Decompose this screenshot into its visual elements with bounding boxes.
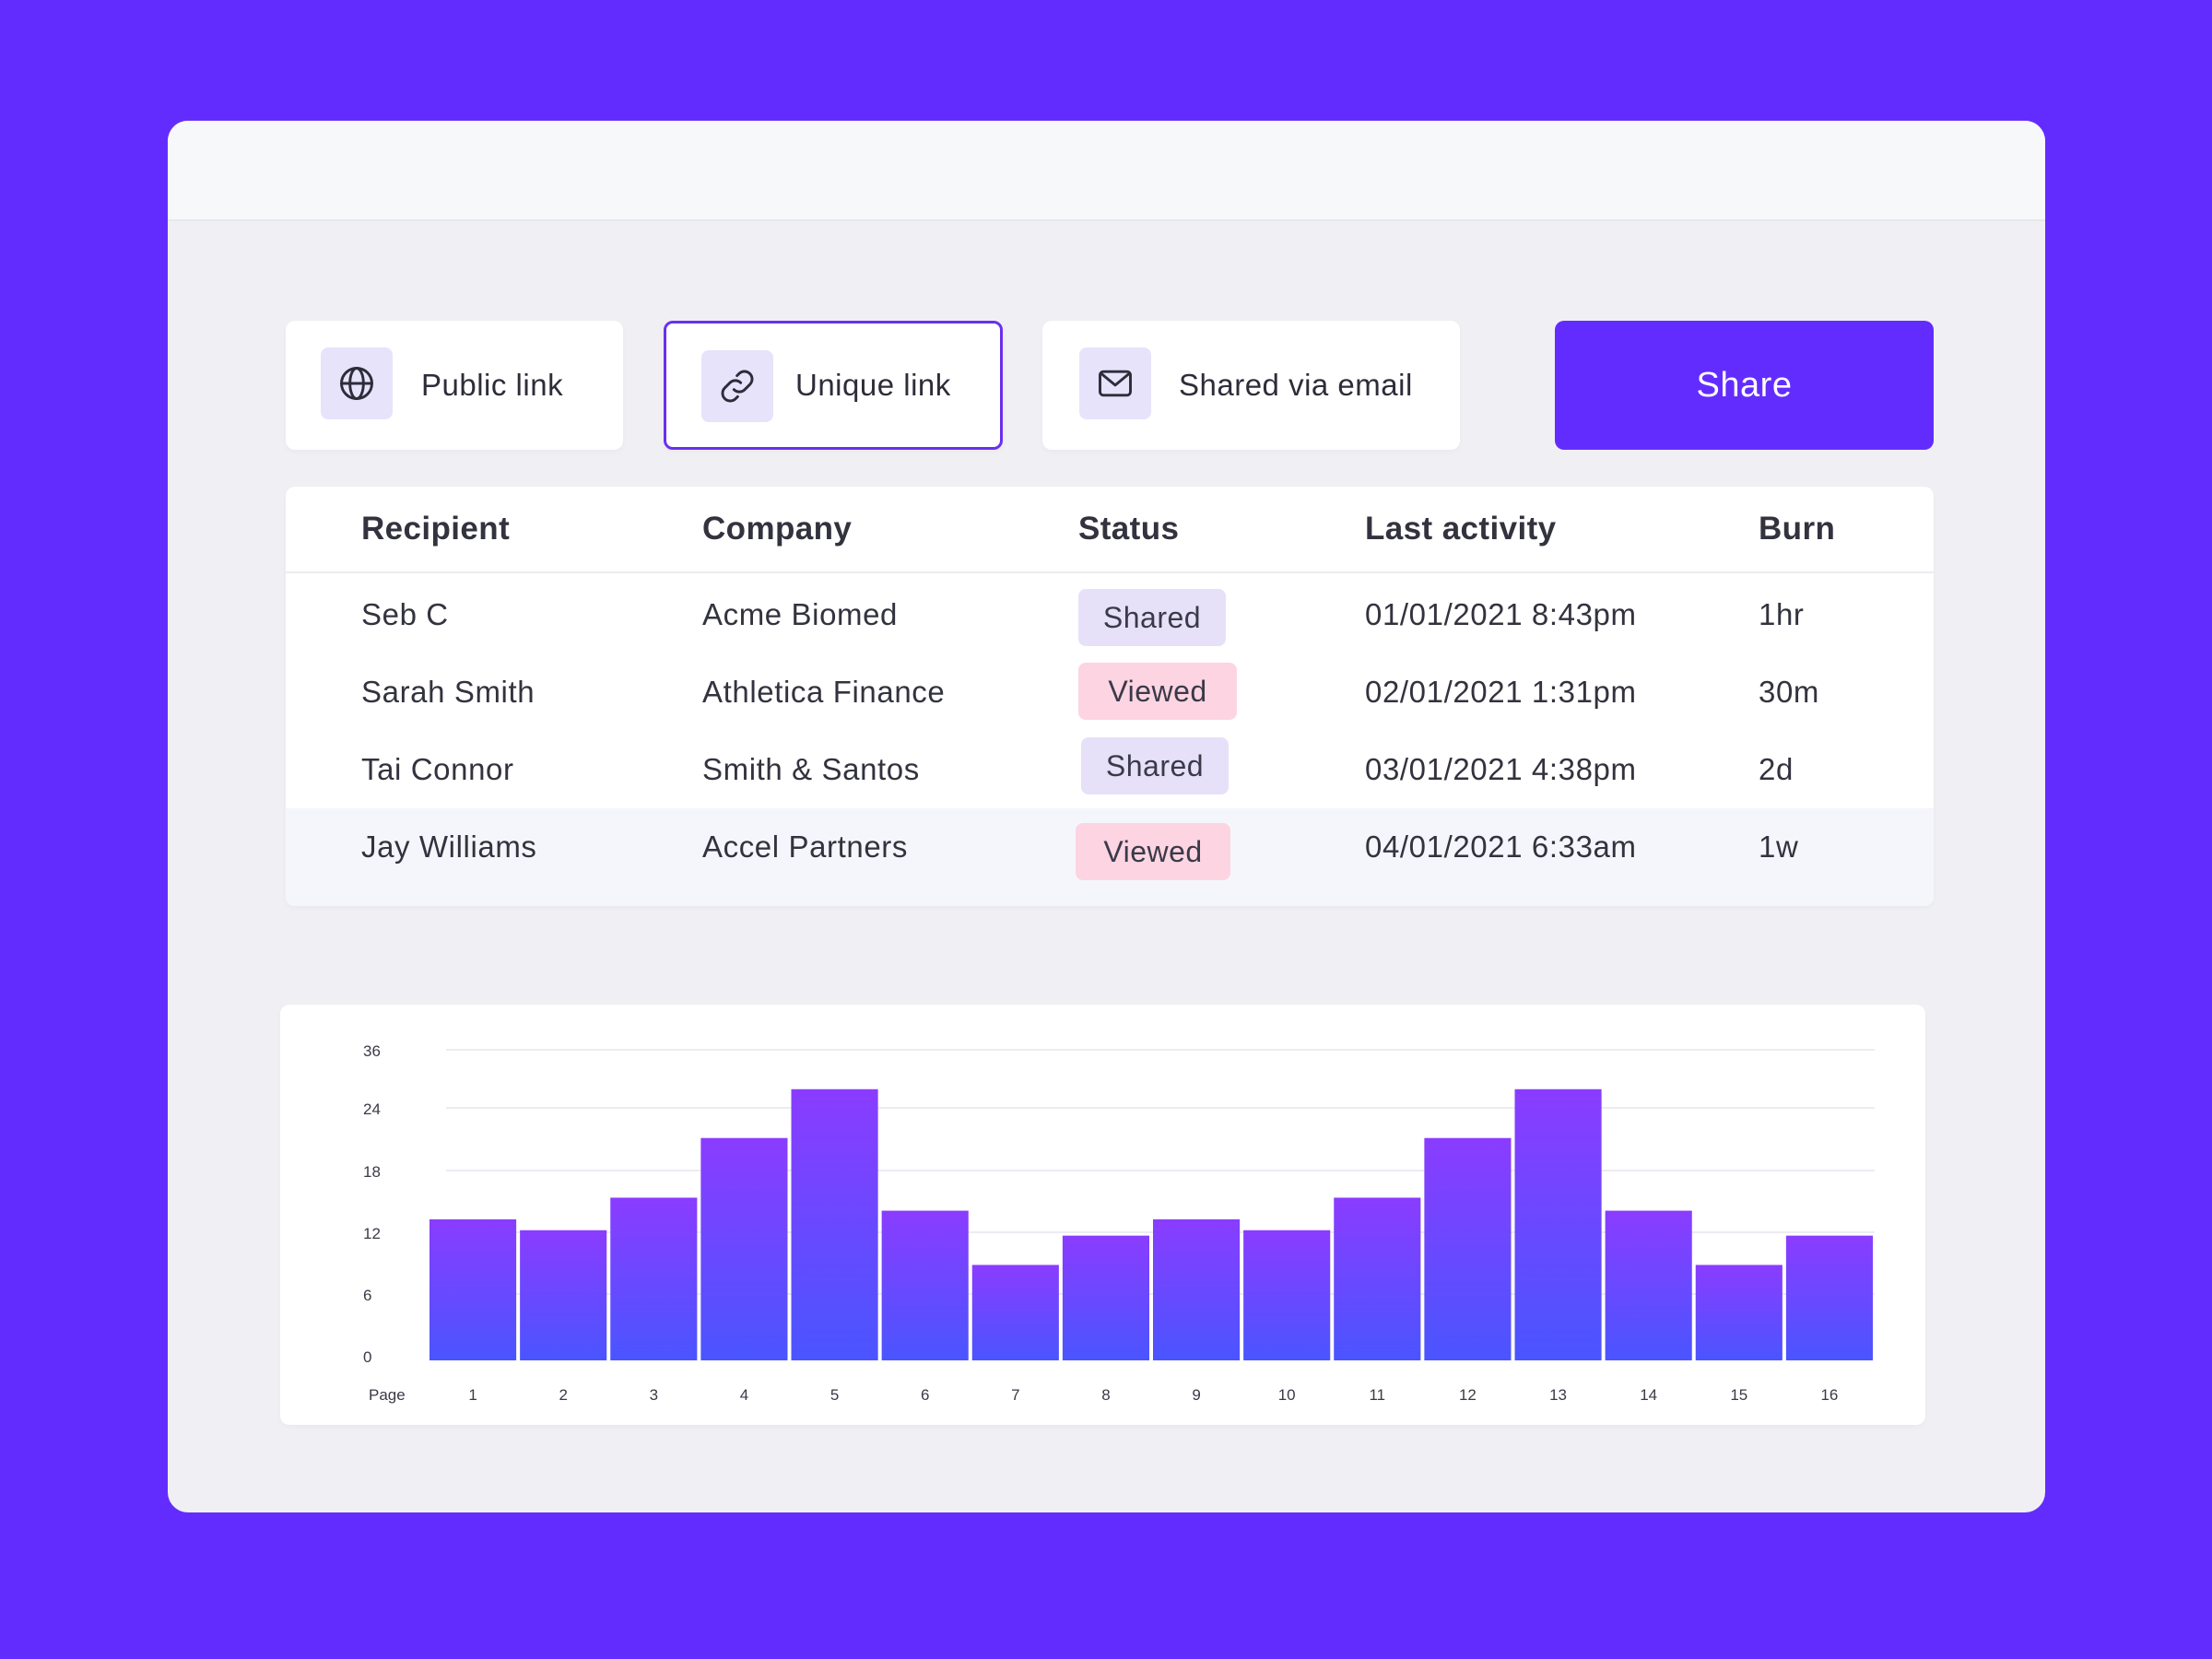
- x-tick-label: 16: [1820, 1386, 1838, 1404]
- last-activity-cell: 02/01/2021 1:31pm: [1365, 675, 1637, 709]
- app-window: Public link Unique link Shared via email…: [168, 121, 2045, 1512]
- bar-page-13[interactable]: [1514, 1088, 1602, 1360]
- link-icon: [701, 350, 773, 422]
- bar-page-14[interactable]: [1605, 1210, 1692, 1360]
- bar-page-5[interactable]: [791, 1088, 878, 1360]
- status-badge: Viewed: [1078, 663, 1237, 720]
- header-recipient[interactable]: Recipient: [361, 511, 511, 547]
- bar-page-15[interactable]: [1695, 1265, 1783, 1360]
- table-row[interactable]: Jay Williams Accel Partners Viewed 04/01…: [286, 808, 1934, 906]
- y-tick-label: 18: [363, 1163, 381, 1181]
- bar-page-10[interactable]: [1243, 1230, 1331, 1360]
- y-tick-label: 6: [363, 1287, 371, 1304]
- last-activity-cell: 01/01/2021 8:43pm: [1365, 597, 1637, 631]
- bar-page-16[interactable]: [1785, 1235, 1873, 1360]
- table-row[interactable]: Sarah Smith Athletica Finance Viewed 02/…: [286, 653, 1934, 731]
- recipient-cell: Sarah Smith: [361, 675, 535, 709]
- table-row[interactable]: Seb C Acme Biomed Shared 01/01/2021 8:43…: [286, 576, 1934, 653]
- x-axis-label: Page: [369, 1386, 406, 1404]
- y-tick-label: 24: [363, 1100, 381, 1118]
- bar-page-12[interactable]: [1424, 1137, 1512, 1360]
- shared-via-email-label: Shared via email: [1179, 368, 1413, 402]
- status-badge: Shared: [1081, 737, 1229, 794]
- table-row[interactable]: Tai Connor Smith & Santos Shared 03/01/2…: [286, 731, 1934, 808]
- recipients-table: Recipient Company Status Last activity B…: [286, 487, 1934, 906]
- x-tick-label: 3: [650, 1386, 658, 1404]
- header-status[interactable]: Status: [1078, 511, 1180, 547]
- title-bar: [168, 121, 2045, 221]
- bar-page-9[interactable]: [1153, 1219, 1241, 1360]
- x-tick-label: 14: [1640, 1386, 1657, 1404]
- bar-page-1[interactable]: [429, 1219, 517, 1360]
- bar-page-11[interactable]: [1334, 1197, 1421, 1360]
- company-cell: Accel Partners: [702, 830, 908, 864]
- last-activity-cell: 03/01/2021 4:38pm: [1365, 752, 1637, 786]
- x-tick-label: 7: [1011, 1386, 1019, 1404]
- bar-page-3[interactable]: [610, 1197, 698, 1360]
- x-tick-label: 10: [1278, 1386, 1296, 1404]
- x-tick-label: 1: [468, 1386, 477, 1404]
- public-link-label: Public link: [421, 368, 564, 402]
- company-cell: Athletica Finance: [702, 675, 946, 709]
- bar-page-8[interactable]: [1062, 1235, 1149, 1360]
- bar-page-4[interactable]: [700, 1137, 788, 1360]
- status-badge: Shared: [1078, 589, 1226, 646]
- shared-via-email-option[interactable]: Shared via email: [1042, 321, 1460, 450]
- share-button[interactable]: Share: [1555, 321, 1934, 450]
- recipient-cell: Tai Connor: [361, 752, 514, 786]
- x-tick-label: 2: [559, 1386, 567, 1404]
- header-burn[interactable]: Burn: [1759, 511, 1836, 547]
- recipient-cell: Jay Williams: [361, 830, 537, 864]
- recipient-cell: Seb C: [361, 597, 449, 631]
- x-tick-label: 15: [1730, 1386, 1747, 1404]
- status-badge: Viewed: [1076, 823, 1230, 880]
- bar-page-7[interactable]: [971, 1265, 1059, 1360]
- public-link-option[interactable]: Public link: [286, 321, 623, 450]
- company-cell: Acme Biomed: [702, 597, 899, 631]
- header-last-activity[interactable]: Last activity: [1365, 511, 1557, 547]
- y-tick-label: 12: [363, 1225, 381, 1242]
- unique-link-label: Unique link: [795, 368, 951, 402]
- table-header: Recipient Company Status Last activity B…: [286, 487, 1934, 573]
- x-tick-label: 4: [740, 1386, 748, 1404]
- header-company[interactable]: Company: [702, 511, 853, 547]
- x-tick-label: 13: [1549, 1386, 1567, 1404]
- x-tick-label: 8: [1101, 1386, 1110, 1404]
- x-tick-label: 5: [830, 1386, 839, 1404]
- last-activity-cell: 04/01/2021 6:33am: [1365, 830, 1637, 864]
- burn-cell: 1hr: [1759, 597, 1805, 631]
- globe-icon: [321, 347, 393, 419]
- x-tick-label: 12: [1459, 1386, 1477, 1404]
- y-tick-label: 36: [363, 1042, 381, 1060]
- burn-cell: 1w: [1759, 830, 1799, 864]
- company-cell: Smith & Santos: [702, 752, 920, 786]
- x-tick-label: 11: [1369, 1386, 1385, 1404]
- x-tick-label: 6: [921, 1386, 929, 1404]
- y-tick-label: 0: [363, 1348, 371, 1366]
- bar-page-6[interactable]: [881, 1210, 969, 1360]
- envelope-icon: [1079, 347, 1151, 419]
- x-tick-label: 9: [1192, 1386, 1200, 1404]
- unique-link-option[interactable]: Unique link: [664, 321, 1003, 450]
- burn-cell: 30m: [1759, 675, 1819, 709]
- burn-cell: 2d: [1759, 752, 1794, 786]
- page-views-chart: 0 6 12 18 24 36 1 2 3 4 5 6 7 8 9 10 11 12 13 14 15 16 Page: [280, 1005, 1925, 1425]
- bar-page-2[interactable]: [520, 1230, 607, 1360]
